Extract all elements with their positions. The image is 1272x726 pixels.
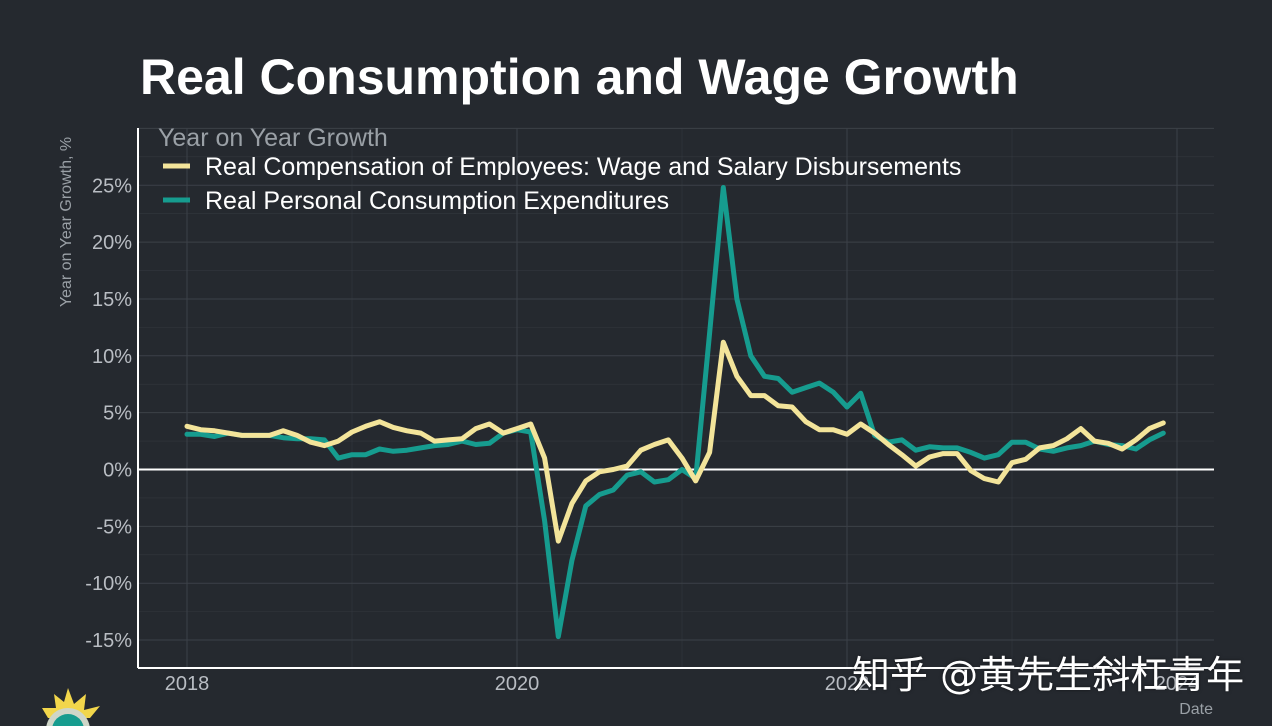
series-line-wages	[184, 339, 1166, 544]
series-layer	[184, 185, 1166, 640]
legend-label: Real Personal Consumption Expenditures	[205, 187, 669, 215]
x-tick-label: 2022	[825, 673, 870, 695]
y-tick-label: 15%	[92, 289, 132, 311]
y-tick-label: 0%	[103, 460, 132, 482]
x-tick-label: 2020	[495, 673, 540, 695]
y-tick-labels: -15% -10% -5% 0% 5% 10% 15% 20% 25%	[85, 175, 132, 652]
y-tick-label: 5%	[103, 403, 132, 425]
watermark: 知乎 @黄先生斜杠青年	[852, 653, 1245, 697]
x-tick-labels: 2018 2020 2022 2024	[165, 673, 1200, 695]
y-tick-label: 10%	[92, 346, 132, 368]
x-tick-label: 2018	[165, 673, 210, 695]
y-tick-label: 25%	[92, 175, 132, 197]
x-axis-label: Date	[1179, 701, 1213, 718]
series-line-consumption	[184, 185, 1166, 640]
y-axis-label: Year on Year Growth, %	[58, 137, 75, 307]
axes	[137, 128, 1214, 669]
chart-title: Real Consumption and Wage Growth	[140, 49, 1019, 105]
y-tick-label: -10%	[85, 573, 132, 595]
legend-label: Real Compensation of Employees: Wage and…	[205, 153, 961, 181]
y-tick-label: -5%	[96, 516, 132, 538]
y-tick-label: -15%	[85, 630, 132, 652]
sun-logo-icon	[28, 686, 118, 726]
legend-title: Year on Year Growth	[158, 124, 388, 152]
y-tick-label: 20%	[92, 232, 132, 254]
grid-layer	[138, 127, 1214, 668]
x-tick-label: 2024	[1155, 673, 1200, 695]
